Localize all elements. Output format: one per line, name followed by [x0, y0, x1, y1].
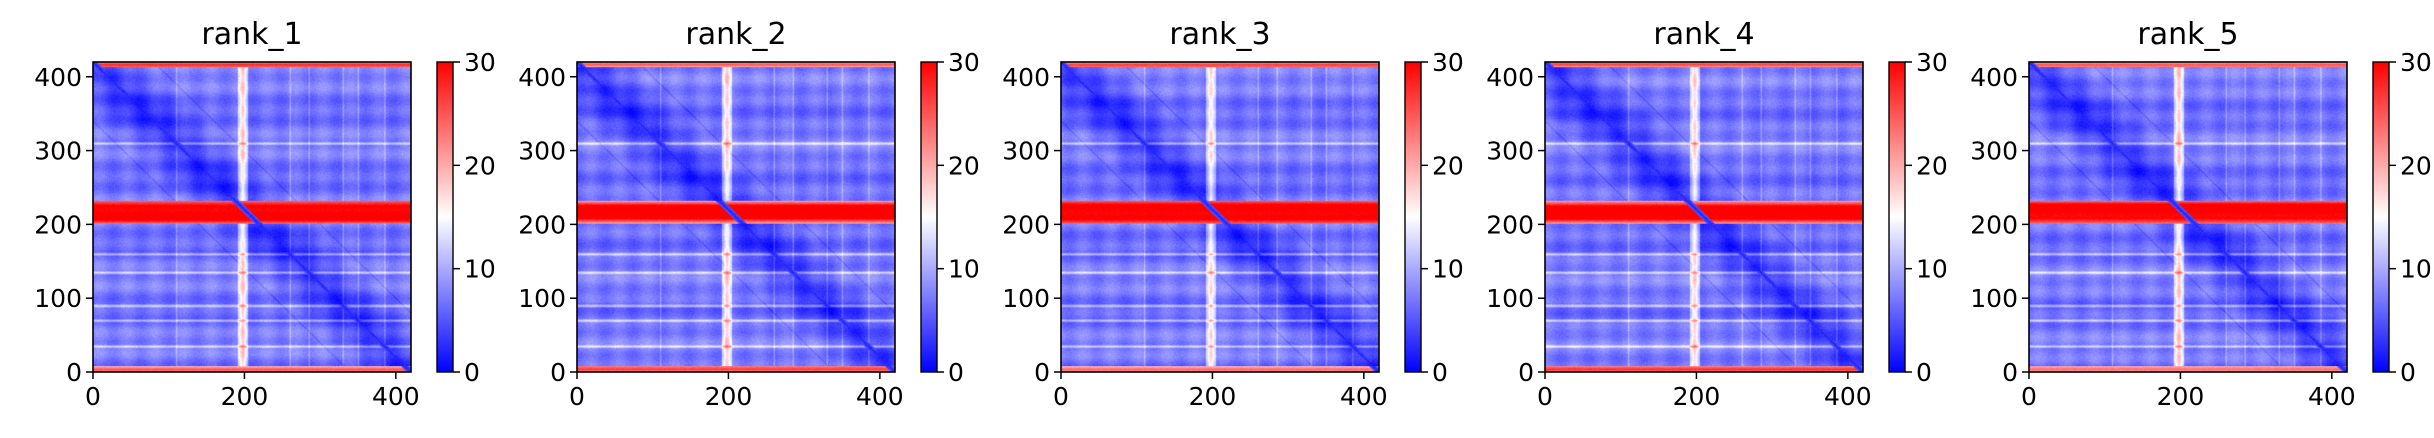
- y-tick-label: 300: [1002, 137, 1050, 166]
- y-tick-label: 0: [1518, 358, 1534, 387]
- colorbar-tick-label: 20: [2400, 151, 2432, 180]
- panel-2: rank_2 0 200 400 0 100 200 300 400 0 10 20 30: [518, 17, 980, 411]
- x-tick-label: 0: [1537, 382, 1553, 411]
- panel-title: rank_1: [201, 17, 302, 52]
- colorbar-tick-label: 20: [948, 151, 980, 180]
- y-tick-label: 100: [34, 284, 82, 313]
- heatmap-image: [1061, 62, 1379, 372]
- colorbar-tick-label: 10: [2400, 255, 2432, 284]
- y-tick-label: 400: [1002, 63, 1050, 92]
- panel-title: rank_4: [1653, 17, 1754, 52]
- y-tick-label: 200: [1970, 210, 2018, 239]
- x-tick-label: 0: [2021, 382, 2037, 411]
- x-tick-label: 200: [1673, 382, 1721, 411]
- colorbar-tick-label: 20: [464, 151, 496, 180]
- colorbar: [436, 61, 454, 373]
- y-tick-label: 300: [34, 137, 82, 166]
- colorbar: [1888, 61, 1906, 373]
- colorbar: [1404, 61, 1422, 373]
- x-tick-label: 200: [705, 382, 753, 411]
- y-tick-label: 100: [518, 284, 566, 313]
- y-tick-label: 200: [34, 210, 82, 239]
- y-tick-label: 400: [34, 63, 82, 92]
- y-tick-label: 400: [1970, 63, 2018, 92]
- axes-frame: [2028, 61, 2348, 373]
- x-tick-label: 400: [856, 382, 904, 411]
- colorbar-tick-label: 10: [948, 255, 980, 284]
- x-tick-label: 200: [221, 382, 269, 411]
- panel-3: rank_3 0 200 400 0 100 200 300 400 0 10 20 30: [1002, 17, 1464, 411]
- x-tick-label: 200: [2157, 382, 2205, 411]
- colorbar-tick-label: 30: [1432, 48, 1464, 77]
- y-tick-label: 400: [518, 63, 566, 92]
- x-tick-label: 200: [1189, 382, 1237, 411]
- x-tick-label: 0: [85, 382, 101, 411]
- heatmap-image: [577, 62, 895, 372]
- x-tick-label: 0: [569, 382, 585, 411]
- y-tick-label: 300: [1970, 137, 2018, 166]
- panel-title: rank_5: [2137, 17, 2238, 52]
- axes-frame: [1060, 61, 1380, 373]
- y-tick-label: 0: [2002, 358, 2018, 387]
- y-tick-label: 100: [1002, 284, 1050, 313]
- heatmap-image: [2029, 62, 2347, 372]
- x-tick-label: 0: [1053, 382, 1069, 411]
- y-tick-label: 0: [66, 358, 82, 387]
- y-tick-label: 300: [518, 137, 566, 166]
- colorbar-tick-label: 0: [464, 358, 480, 387]
- y-tick-label: 200: [1486, 210, 1534, 239]
- y-tick-label: 0: [1034, 358, 1050, 387]
- axes-frame: [92, 61, 412, 373]
- x-tick-label: 400: [1340, 382, 1388, 411]
- panel-title: rank_3: [1169, 17, 1270, 52]
- colorbar-tick-label: 0: [1916, 358, 1932, 387]
- x-tick-label: 400: [1824, 382, 1872, 411]
- colorbar-tick-label: 30: [1916, 48, 1948, 77]
- panel-1: rank_1 0 200 400 0 100 200 300 400 0 10 20 30: [34, 17, 496, 411]
- colorbar: [920, 61, 938, 373]
- y-tick-label: 300: [1486, 137, 1534, 166]
- panel-title: rank_2: [685, 17, 786, 52]
- y-tick-label: 100: [1486, 284, 1534, 313]
- axes-frame: [1544, 61, 1864, 373]
- panel-5: rank_5 0 200 400 0 100 200 300 400 0 10 20 30: [1970, 17, 2432, 411]
- colorbar-tick-label: 10: [1432, 255, 1464, 284]
- y-tick-label: 200: [1002, 210, 1050, 239]
- axes-frame: [576, 61, 896, 373]
- colorbar-tick-label: 0: [2400, 358, 2416, 387]
- y-tick-label: 400: [1486, 63, 1534, 92]
- colorbar-tick-label: 30: [2400, 48, 2432, 77]
- x-tick-label: 400: [372, 382, 420, 411]
- colorbar-tick-label: 10: [464, 255, 496, 284]
- heatmap-image: [93, 62, 411, 372]
- y-tick-label: 100: [1970, 284, 2018, 313]
- colorbar-tick-label: 20: [1916, 151, 1948, 180]
- y-tick-label: 200: [518, 210, 566, 239]
- panel-4: rank_4 0 200 400 0 100 200 300 400 0 10 20 30: [1486, 17, 1948, 411]
- colorbar-tick-label: 10: [1916, 255, 1948, 284]
- colorbar-tick-label: 20: [1432, 151, 1464, 180]
- heatmap-image: [1545, 62, 1863, 372]
- colorbar-tick-label: 0: [948, 358, 964, 387]
- colorbar: [2372, 61, 2390, 373]
- y-tick-label: 0: [550, 358, 566, 387]
- colorbar-tick-label: 0: [1432, 358, 1448, 387]
- x-tick-label: 400: [2308, 382, 2356, 411]
- colorbar-tick-label: 30: [464, 48, 496, 77]
- colorbar-tick-label: 30: [948, 48, 980, 77]
